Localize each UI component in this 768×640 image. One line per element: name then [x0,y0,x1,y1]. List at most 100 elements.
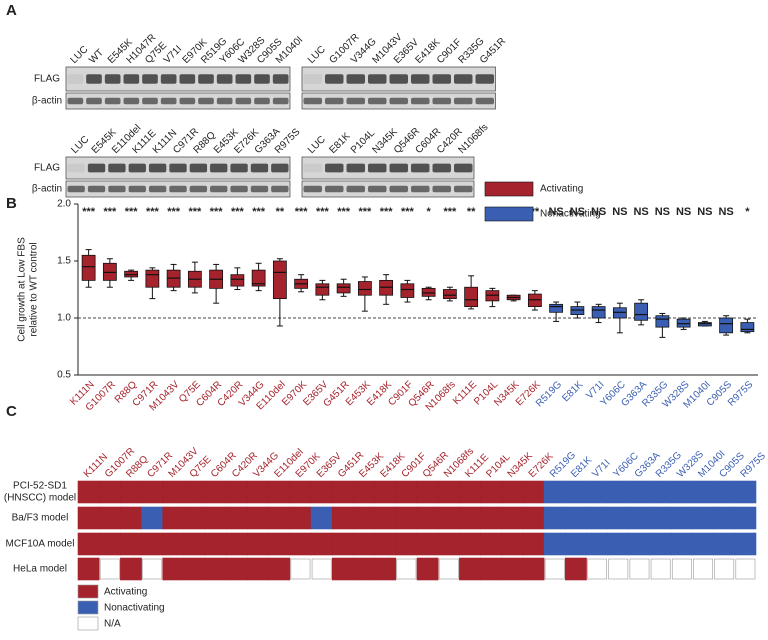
significance-label: *** [295,206,309,218]
heatmap-cell [310,506,333,530]
blot-band [250,185,269,193]
row-label: PCI-52-SD1 [13,481,67,492]
heatmap-cell [692,480,714,504]
heatmap-cell [607,506,630,530]
heatmap-cell [587,558,607,580]
blot-band [67,163,85,173]
heatmap-cell [480,506,503,530]
heatmap-cell [628,532,651,556]
heatmap-cell [374,506,397,530]
blot-band [411,163,430,173]
y-tick-label: 1.5 [57,256,71,267]
heatmap-cell [459,480,481,504]
box [740,322,755,333]
blot-label: β-actin [32,96,62,107]
heatmap-cell [226,506,248,530]
blot-band [104,97,121,105]
heatmap-cell [204,532,227,556]
blot-band [303,185,322,193]
heatmap-cell [522,480,545,504]
box [272,260,287,300]
blot [65,66,291,92]
row-label: (HNSCC) model [4,493,76,504]
heatmap-cell [247,480,269,504]
row-label: HeLa model [13,564,67,575]
legend-label: Activating [540,184,583,195]
blot-label: FLAG [34,163,60,174]
blot-band [303,163,322,173]
heatmap-cell [395,506,418,530]
box [251,269,266,287]
heatmap-cell [204,557,227,581]
heatmap-cell [204,480,227,504]
heatmap-cell [501,557,524,581]
lane-label: LUC [306,44,328,66]
heatmap-cell [98,480,121,504]
blot-band [142,97,158,105]
heatmap-cell [141,532,164,556]
blot-band [368,74,387,84]
heatmap-cell [480,480,503,504]
heatmap-cell [268,480,291,504]
blot-band [411,97,430,105]
heatmap-cell [331,532,354,556]
blot-band [67,185,85,193]
heatmap-cell [374,532,397,556]
blot-band [303,74,322,84]
heatmap-cell [480,557,503,581]
heatmap-cell [374,557,397,581]
significance-label: *** [252,206,266,218]
heatmap-cell [693,558,713,580]
heatmap-cell [543,480,566,504]
heatmap-cell [670,506,693,530]
heatmap-cell [310,480,333,504]
heatmap-cell [395,480,418,504]
heatmap-cell [141,480,164,504]
blot-band [325,74,344,84]
box [442,289,457,300]
heatmap-cell [649,506,672,530]
panel-label: C [6,403,17,420]
heatmap-cell [459,557,481,581]
significance-label: *** [401,206,415,218]
heatmap-cell [226,480,248,504]
significance-label: *** [443,206,457,218]
heatmap-cell [353,480,375,504]
column-label: V71I [590,458,612,480]
heatmap-cell [310,532,333,556]
heatmap-cell [204,506,227,530]
blot-band [432,185,451,193]
box [336,283,351,294]
significance-label: *** [188,206,202,218]
heatmap-cell [120,506,142,530]
blot-band [198,97,214,105]
heatmap-cell [544,558,565,580]
blot [65,92,291,110]
blot-band [432,74,451,84]
heatmap-cell [353,506,375,530]
heatmap-cell [628,480,651,504]
blot-band [454,163,473,173]
significance-label: NS [591,206,606,218]
blot-band [325,97,344,105]
box [549,303,564,313]
heatmap-cell [501,480,524,504]
heatmap-cell [268,557,291,581]
heatmap-cell [522,532,545,556]
significance-label: *** [380,206,394,218]
blot-band [389,74,408,84]
legend-swatch [484,181,534,197]
heatmap-cell [649,532,672,556]
blot-band [454,185,473,193]
blot-band [230,185,248,193]
blot-band [86,97,102,105]
blot-band [142,74,158,84]
blot-band [160,97,177,105]
heatmap-cell [459,506,481,530]
heatmap-cell [734,480,757,504]
row-label: Ba/F3 model [12,513,69,524]
blot-band [128,163,146,173]
blot-band [254,97,270,105]
heatmap-cell [268,506,291,530]
heatmap-cell [522,557,545,581]
